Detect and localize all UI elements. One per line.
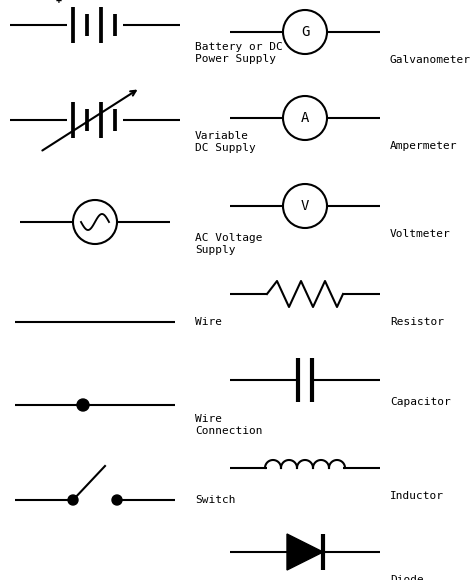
Text: Switch: Switch [195,495,236,505]
Text: G: G [301,25,309,39]
Text: Ampermeter: Ampermeter [390,141,457,151]
Text: Galvanometer: Galvanometer [390,55,471,65]
Text: Diode: Diode [390,575,424,580]
Circle shape [68,495,78,505]
Text: −: − [122,0,128,5]
Text: Inductor: Inductor [390,491,444,501]
Text: Wire
Connection: Wire Connection [195,414,263,436]
Text: Variable
DC Supply: Variable DC Supply [195,131,256,153]
Text: Wire: Wire [195,317,222,327]
Text: Resistor: Resistor [390,317,444,327]
Circle shape [77,399,89,411]
Text: Battery or DC
Power Supply: Battery or DC Power Supply [195,42,283,64]
Text: V: V [301,199,309,213]
Text: +: + [56,0,62,5]
Text: Voltmeter: Voltmeter [390,229,451,239]
Text: A: A [301,111,309,125]
Polygon shape [287,534,323,570]
Circle shape [112,495,122,505]
Text: Capacitor: Capacitor [390,397,451,407]
Text: AC Voltage
Supply: AC Voltage Supply [195,233,263,255]
